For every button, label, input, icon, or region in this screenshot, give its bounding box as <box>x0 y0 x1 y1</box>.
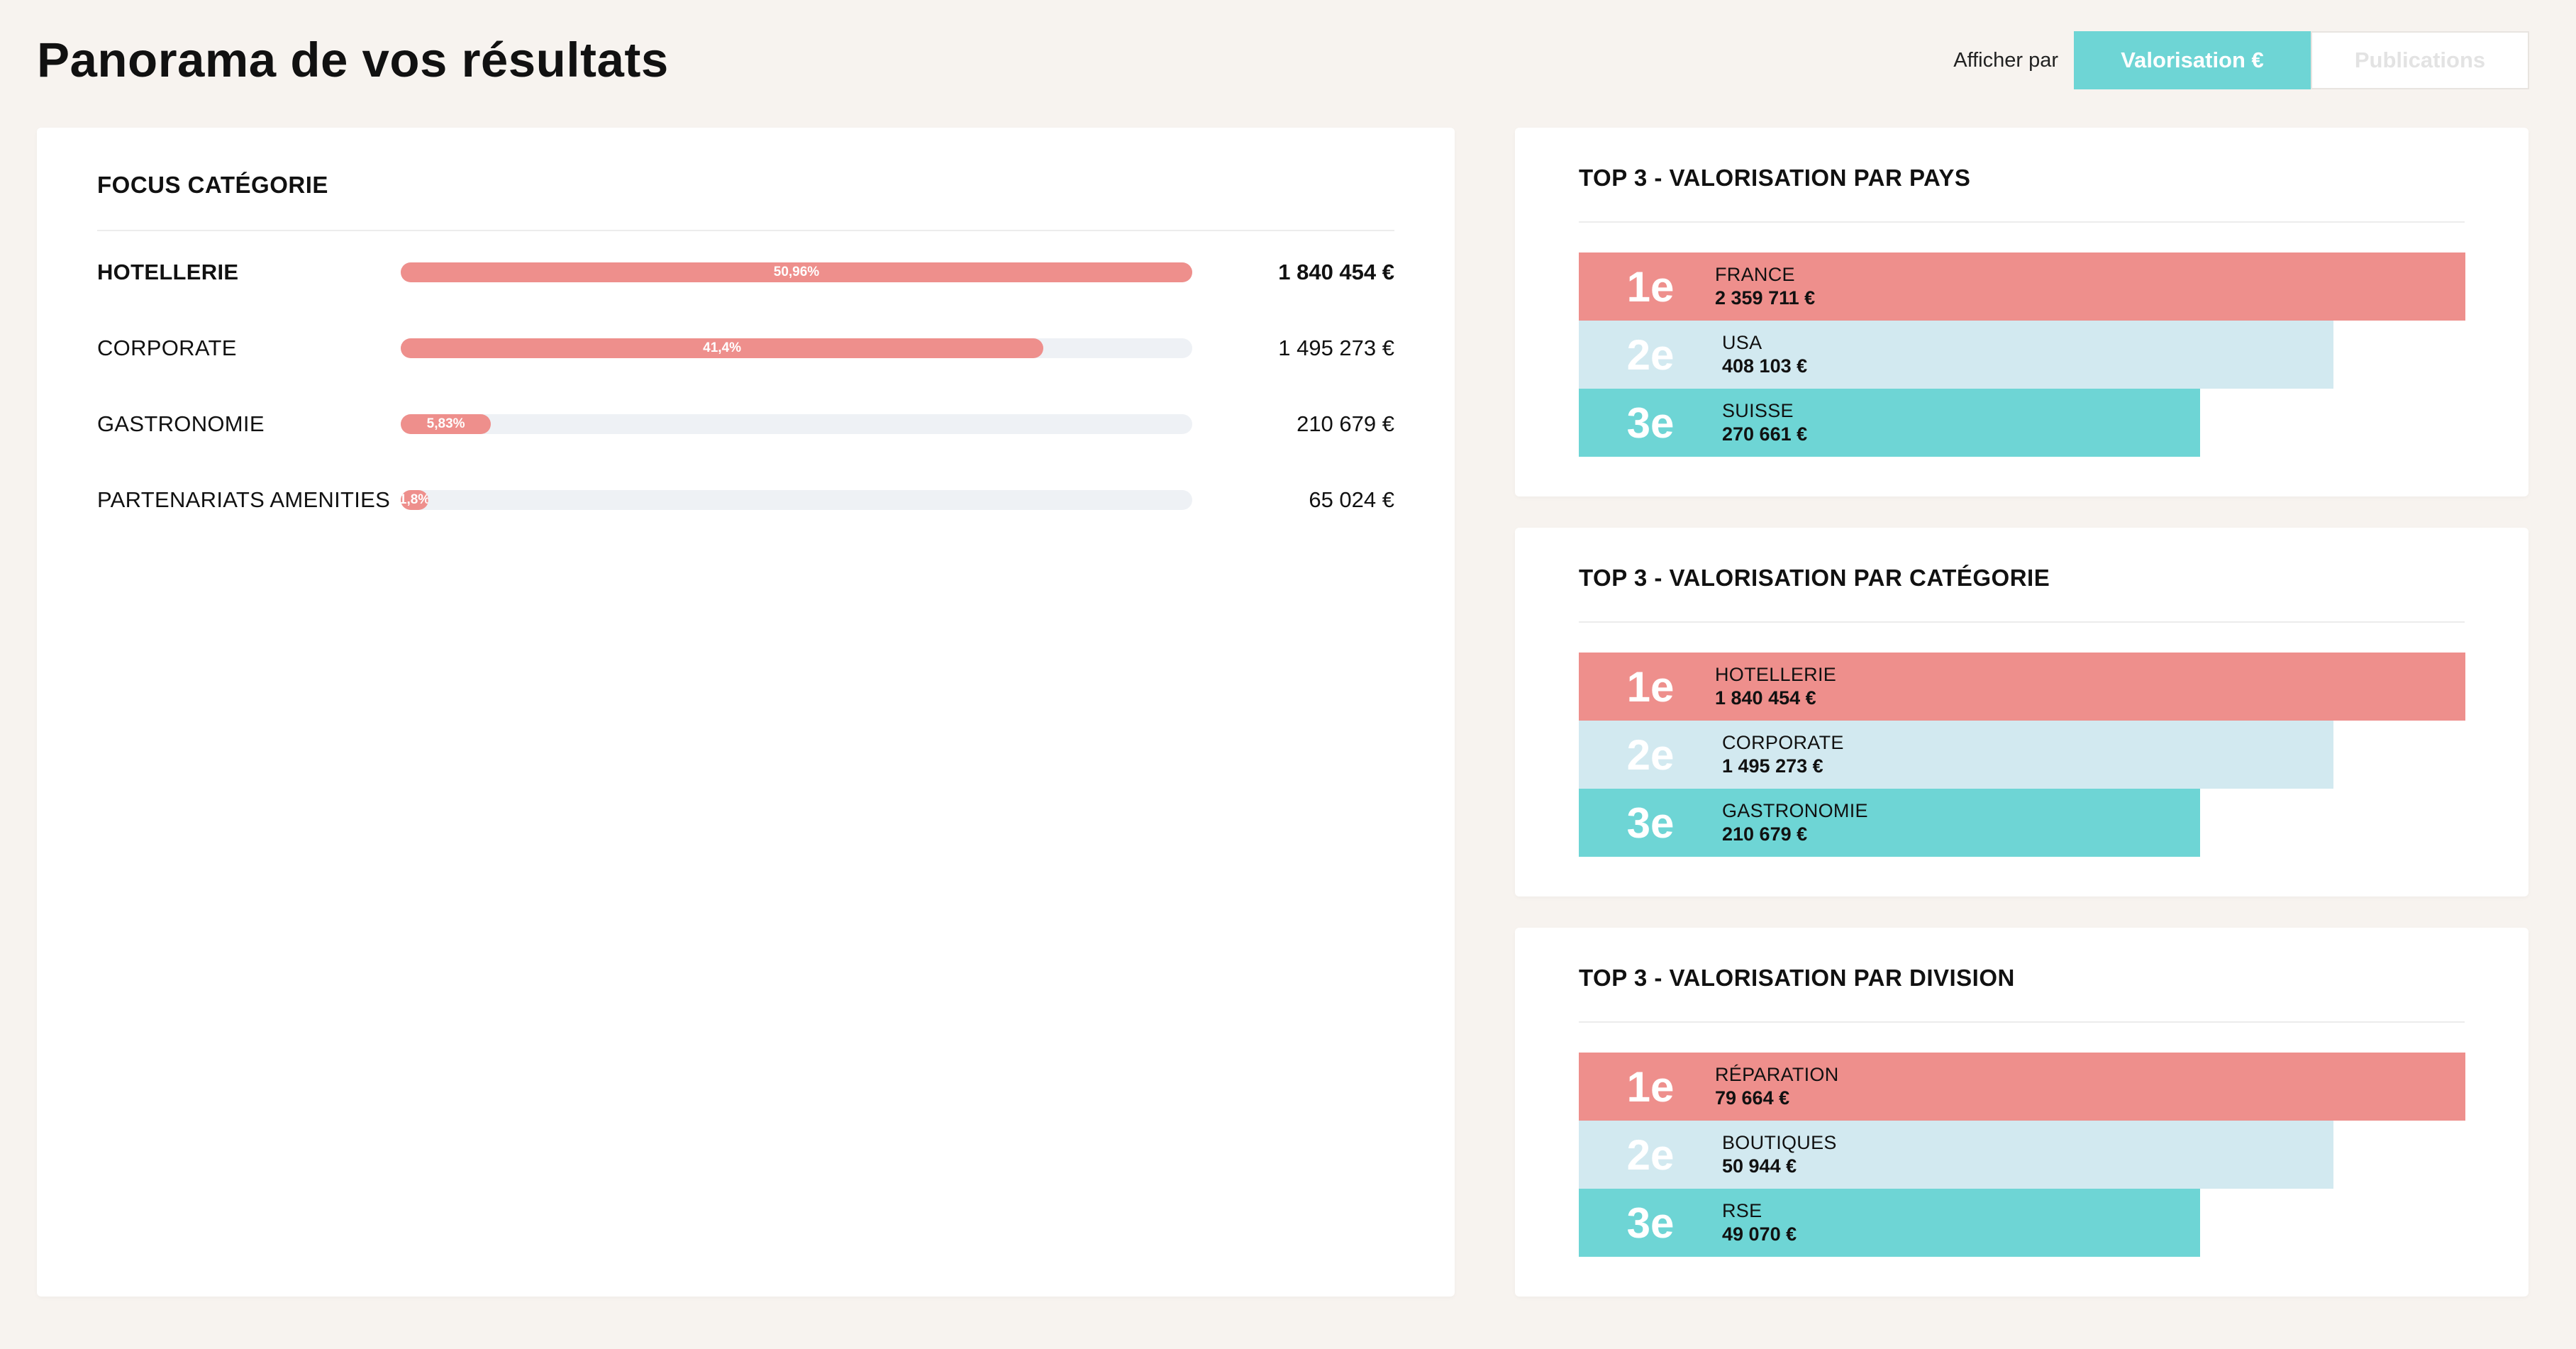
rank-item-3: 3e SUISSE 270 661 € <box>1579 389 2200 457</box>
focus-row-label: HOTELLERIE <box>97 260 239 284</box>
divider <box>1579 1021 2465 1023</box>
rank-item-3: 3e RSE 49 070 € <box>1579 1189 2200 1257</box>
page-title: Panorama de vos résultats <box>37 33 669 87</box>
focus-row-value: 65 024 € <box>1309 487 1394 512</box>
valorisation-toggle-button[interactable]: Valorisation € <box>2074 31 2311 89</box>
focus-row-label: GASTRONOMIE <box>97 411 265 436</box>
rank-value: 79 664 € <box>1715 1087 1790 1109</box>
rank-value: 408 103 € <box>1722 355 1808 377</box>
rank-label: USA <box>1722 332 1762 353</box>
rank-value: 210 679 € <box>1722 823 1808 845</box>
rank-value: 1 495 273 € <box>1722 755 1823 777</box>
rank-label: SUISSE <box>1722 400 1794 421</box>
focus-row-label: PARTENARIATS AMENITIES <box>97 487 391 512</box>
progress-bar: 50,96% <box>401 262 1192 282</box>
rank-number: 1e <box>1626 262 1675 311</box>
top3-division-title: TOP 3 - VALORISATION PAR DIVISION <box>1579 965 2015 991</box>
progress-bar-fill: 1,8% <box>401 490 429 510</box>
rank-label: FRANCE <box>1715 264 1795 285</box>
top3-division-card: TOP 3 - VALORISATION PAR DIVISION 1e RÉP… <box>1515 928 2528 1297</box>
focus-row-label: CORPORATE <box>97 335 237 360</box>
display-by-label: Afficher par <box>1953 48 2058 72</box>
rank-number: 2e <box>1626 1131 1675 1179</box>
top3-category-card: TOP 3 - VALORISATION PAR CATÉGORIE 1e HO… <box>1515 528 2528 896</box>
rank-value: 49 070 € <box>1722 1223 1797 1245</box>
publications-toggle-button[interactable]: Publications <box>2311 31 2529 89</box>
divider <box>1579 621 2465 623</box>
rank-number: 3e <box>1626 1199 1675 1247</box>
focus-row-gastronomie: GASTRONOMIE 5,83% 210 679 € <box>97 403 1394 445</box>
focus-row-value: 1 495 273 € <box>1278 335 1394 360</box>
rank-label: GASTRONOMIE <box>1722 800 1868 821</box>
rank-item-3: 3e GASTRONOMIE 210 679 € <box>1579 789 2200 857</box>
rank-item-1: 1e RÉPARATION 79 664 € <box>1579 1053 2465 1121</box>
rank-number: 2e <box>1626 331 1675 379</box>
progress-bar: 41,4% <box>401 338 1192 358</box>
rank-number: 3e <box>1626 399 1675 447</box>
focus-category-title: FOCUS CATÉGORIE <box>97 172 328 198</box>
rank-number: 1e <box>1626 662 1675 711</box>
rank-item-1: 1e HOTELLERIE 1 840 454 € <box>1579 653 2465 721</box>
divider <box>97 230 1394 231</box>
rank-number: 1e <box>1626 1062 1675 1111</box>
top3-country-title: TOP 3 - VALORISATION PAR PAYS <box>1579 165 1971 191</box>
divider <box>1579 221 2465 223</box>
rank-item-2: 2e CORPORATE 1 495 273 € <box>1579 721 2333 789</box>
progress-bar: 5,83% <box>401 414 1192 434</box>
rank-item-2: 2e USA 408 103 € <box>1579 321 2333 389</box>
top3-category-title: TOP 3 - VALORISATION PAR CATÉGORIE <box>1579 565 2050 591</box>
focus-row-value: 1 840 454 € <box>1278 260 1394 284</box>
rank-number: 2e <box>1626 731 1675 779</box>
rank-value: 2 359 711 € <box>1715 287 1816 309</box>
progress-bar-fill: 5,83% <box>401 414 492 434</box>
focus-row-value: 210 679 € <box>1297 411 1394 436</box>
rank-label: BOUTIQUES <box>1722 1132 1837 1153</box>
focus-row-hotellerie: HOTELLERIE 50,96% 1 840 454 € <box>97 251 1394 294</box>
focus-row-partenariats-amenities: PARTENARIATS AMENITIES 1,8% 65 024 € <box>97 479 1394 521</box>
focus-category-card: FOCUS CATÉGORIE HOTELLERIE 50,96% 1 840 … <box>37 128 1455 1297</box>
rank-value: 50 944 € <box>1722 1155 1797 1177</box>
rank-item-1: 1e FRANCE 2 359 711 € <box>1579 252 2465 321</box>
focus-row-corporate: CORPORATE 41,4% 1 495 273 € <box>97 327 1394 370</box>
rank-item-2: 2e BOUTIQUES 50 944 € <box>1579 1121 2333 1189</box>
rank-label: CORPORATE <box>1722 732 1844 753</box>
display-by-toggle: Afficher par Valorisation € Publications <box>1953 31 2529 89</box>
rank-label: RSE <box>1722 1200 1762 1221</box>
rank-value: 270 661 € <box>1722 423 1808 445</box>
rank-label: HOTELLERIE <box>1715 664 1837 685</box>
progress-bar-fill: 41,4% <box>401 338 1044 358</box>
rank-label: RÉPARATION <box>1715 1064 1839 1085</box>
rank-value: 1 840 454 € <box>1715 687 1816 709</box>
progress-bar: 1,8% <box>401 490 1192 510</box>
rank-number: 3e <box>1626 799 1675 847</box>
progress-bar-fill: 50,96% <box>401 262 1192 282</box>
top3-country-card: TOP 3 - VALORISATION PAR PAYS 1e FRANCE … <box>1515 128 2528 496</box>
